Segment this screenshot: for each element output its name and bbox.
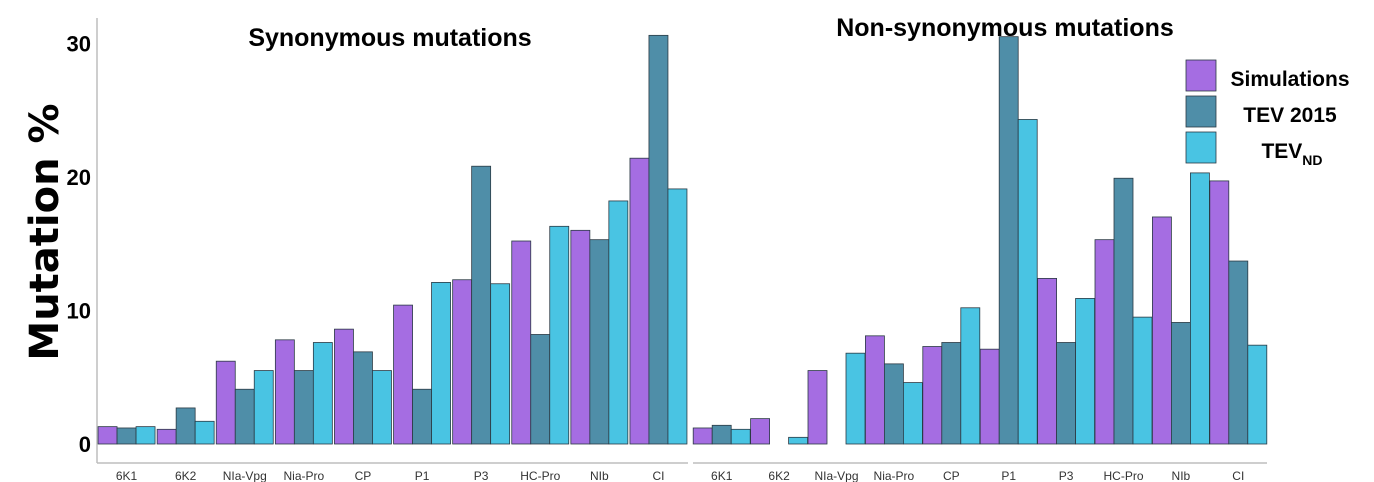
bar-tev-nd-nib — [1190, 172, 1210, 445]
bar-tev-nd-hc-pro — [1132, 316, 1153, 445]
bar-tev-2015-ci — [648, 34, 669, 445]
x-tick-label: HC-Pro — [1103, 469, 1143, 482]
x-tick-label: CI — [652, 469, 664, 482]
bar-tev-2015-p3 — [1056, 342, 1076, 445]
x-tick-label: NIb — [1172, 469, 1191, 482]
bar-tev-2015-nib — [1171, 322, 1191, 445]
bar-tev-2015-nia-pro — [293, 370, 314, 445]
bar-tev-nd-cp — [372, 370, 392, 445]
x-tick-label: CP — [355, 469, 372, 482]
y-tick-label: 30 — [67, 31, 91, 56]
bar-simulations-cp — [334, 328, 354, 445]
bar-simulations-ci — [1209, 180, 1230, 445]
x-tick-label: 6K2 — [768, 469, 790, 482]
x-tick-label: 6K2 — [175, 469, 197, 482]
bar-simulations-p3 — [1037, 277, 1057, 445]
bar-simulations-p1 — [393, 304, 413, 445]
y-tick-label: 20 — [67, 165, 91, 190]
y-tick-label: 0 — [79, 432, 91, 457]
bar-simulations-6k2 — [156, 428, 177, 445]
bar-tev-2015-cp — [941, 342, 962, 445]
x-tick-label: P3 — [474, 469, 489, 482]
x-tick-label: HC-Pro — [520, 469, 560, 482]
bar-tev-nd-nia-pro — [312, 342, 333, 445]
x-tick-label: P3 — [1059, 469, 1074, 482]
bar-tev-nd-p3 — [1075, 298, 1095, 445]
bar-tev-2015-nib — [589, 239, 610, 445]
legend-label: TEVND — [1261, 140, 1322, 168]
x-tick-label: NIb — [590, 469, 609, 482]
bar-tev-nd-ci — [1247, 344, 1268, 445]
panel-1: Synonymous mutations 0 10 20 30 6K1 6K2 NIa-Vpg… — [67, 18, 688, 482]
bar-simulations-6k2 — [750, 418, 770, 445]
bar-tev-2015-nia-vpg — [234, 388, 255, 445]
bar-tev-2015-cp — [353, 351, 373, 445]
bar-tev-2015-p1 — [998, 36, 1019, 445]
bar-tev-nd-p1 — [1017, 119, 1038, 445]
bar-simulations-6k1 — [97, 426, 118, 445]
bar-tev-nd-p3 — [490, 283, 511, 445]
y-axis-label: Mutation % — [22, 103, 68, 360]
x-tick-label: NIa-Vpg — [223, 469, 267, 482]
bar-tev-nd-ci — [667, 188, 688, 445]
bar-tev-nd-6k1 — [730, 428, 751, 445]
panel-title: Synonymous mutations — [248, 24, 531, 52]
x-tick-label: P1 — [1001, 469, 1016, 482]
bar-tev-2015-hc-pro — [1113, 177, 1134, 445]
x-tick-label: CP — [943, 469, 960, 482]
bar-tev-2015-p1 — [412, 388, 432, 445]
bar-simulations-hc-pro — [511, 240, 532, 445]
x-tick-label: CI — [1232, 469, 1244, 482]
bar-simulations-nia-pro — [274, 339, 295, 445]
bar-simulations-nia-vpg — [807, 370, 828, 445]
bar-tev-2015-hc-pro — [530, 334, 551, 445]
bar-tev-nd-cp — [960, 307, 981, 445]
bar-tev-nd-nia-pro — [903, 382, 923, 445]
bar-tev-2015-nia-pro — [884, 363, 904, 445]
bar-tev-nd-nia-vpg — [845, 352, 866, 445]
legend-label: Simulations — [1230, 68, 1349, 91]
x-tick-label: NIa-Vpg — [814, 469, 858, 482]
bar-simulations-cp — [922, 346, 943, 445]
x-tick-label: 6K1 — [116, 469, 138, 482]
legend-swatch — [1185, 131, 1217, 164]
bar-tev-nd-nib — [608, 200, 629, 445]
bar-tev-nd-p1 — [431, 282, 451, 445]
legend-label: TEV 2015 — [1243, 104, 1337, 127]
bar-simulations-nib — [570, 229, 591, 445]
bar-simulations-p1 — [979, 348, 1000, 445]
bar-simulations-6k1 — [692, 427, 713, 445]
bar-simulations-nia-pro — [865, 335, 885, 445]
legend: Simulations TEV 2015 TEVND — [1185, 59, 1350, 168]
bar-tev-nd-hc-pro — [549, 225, 570, 445]
legend-swatch — [1185, 59, 1217, 92]
x-tick-label: Nia-Pro — [284, 469, 325, 482]
bar-tev-2015-p3 — [471, 165, 492, 445]
bar-simulations-nia-vpg — [215, 360, 236, 445]
bar-tev-nd-6k2 — [194, 420, 215, 445]
bar-tev-2015-ci — [1228, 260, 1249, 445]
bar-tev-nd-nia-vpg — [253, 370, 274, 445]
x-tick-label: Nia-Pro — [874, 469, 915, 482]
bar-tev-2015-6k1 — [116, 427, 137, 445]
legend-swatch — [1185, 95, 1217, 128]
bar-simulations-ci — [629, 157, 650, 445]
bar-simulations-p3 — [452, 279, 473, 445]
x-tick-label: 6K1 — [711, 469, 733, 482]
y-tick-label: 10 — [67, 298, 91, 323]
bar-tev-2015-6k1 — [711, 424, 732, 445]
bar-tev-2015-6k2 — [175, 407, 196, 445]
bar-simulations-hc-pro — [1094, 239, 1115, 445]
legend-subscript: ND — [1302, 152, 1322, 168]
x-tick-label: P1 — [415, 469, 430, 482]
bar-simulations-nib — [1152, 216, 1172, 445]
bar-tev-nd-6k1 — [135, 426, 156, 445]
bar-tev-nd-6k2 — [788, 436, 808, 445]
